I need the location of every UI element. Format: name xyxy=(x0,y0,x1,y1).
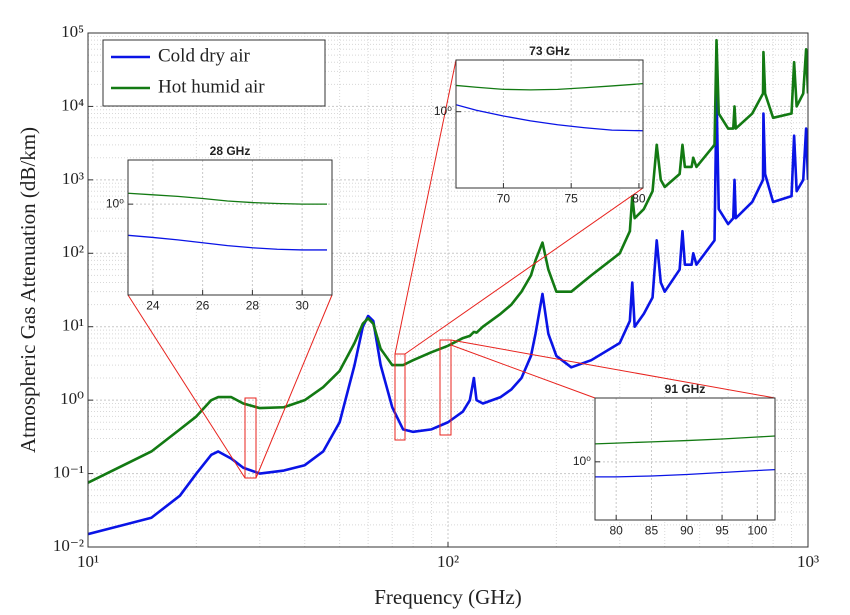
y-tick-label: 10³ xyxy=(62,169,84,188)
data-line xyxy=(88,92,808,536)
y-tick-label: 10⁵ xyxy=(61,22,84,41)
y-tick-label: 10⁻¹ xyxy=(53,462,84,481)
y-tick-label: 10⁰ xyxy=(60,389,84,408)
plot-area xyxy=(595,398,775,520)
x-tick-label: 24 xyxy=(146,299,160,313)
inset: 80 85 90 95 100 10⁰ 91 GHz xyxy=(573,382,776,538)
x-tick-label: 95 xyxy=(715,524,729,538)
x-tick-label: 80 xyxy=(609,524,623,538)
inset-title: 73 GHz xyxy=(529,44,570,58)
data-line xyxy=(88,38,808,484)
x-tick-label: 10³ xyxy=(797,552,819,571)
inset-title: 91 GHz xyxy=(665,382,706,396)
zoom-annotations xyxy=(127,59,776,479)
x-tick-label: 75 xyxy=(565,192,579,206)
zoom-line xyxy=(127,294,246,479)
y-tick-label: 10² xyxy=(62,242,84,261)
legend-label: Cold dry air xyxy=(158,45,250,66)
y-axis-label: Atmospheric Gas Attenuation (dB/km) xyxy=(16,127,40,453)
plot-frame xyxy=(87,32,809,548)
y-tick-label: 10⁰ xyxy=(573,454,591,468)
x-tick-label: 100 xyxy=(747,524,767,538)
data-line xyxy=(456,104,643,132)
inset-title: 28 GHz xyxy=(210,144,251,158)
zoom-line xyxy=(450,339,776,399)
x-tick-label: 10² xyxy=(437,552,459,571)
zoom-box xyxy=(394,353,406,441)
x-tick-label: 85 xyxy=(645,524,659,538)
y-tick-label: 10¹ xyxy=(62,316,84,335)
x-tick-label: 30 xyxy=(295,299,309,313)
zoom-line xyxy=(394,59,457,355)
y-tick-label: 10⁻² xyxy=(53,536,84,555)
x-tick-label: 26 xyxy=(196,299,210,313)
zoom-box xyxy=(244,397,257,479)
inset: 70 75 80 10⁰ 73 GHz xyxy=(434,44,646,205)
data-line xyxy=(128,192,328,205)
data-line xyxy=(128,234,328,251)
zoom-line xyxy=(450,344,596,399)
y-tick-label: 10⁴ xyxy=(61,95,84,114)
zoom-line xyxy=(255,294,333,479)
x-tick-label: 10¹ xyxy=(77,552,99,571)
legend-box xyxy=(102,39,326,107)
inset: 24 26 28 30 10⁰ 28 GHz xyxy=(106,144,333,313)
plot-frame xyxy=(127,159,333,296)
data-line xyxy=(456,82,643,91)
zoom-box xyxy=(439,339,452,436)
legend-label: Hot humid air xyxy=(158,76,265,97)
x-tick-label: 80 xyxy=(632,192,646,206)
main-plot: 10¹ 10² 10³ 10⁻² 10⁻¹ 10⁰ 10¹ 10² 10³ 10⁴ 10⁵ Frequ… xyxy=(16,22,819,609)
y-tick-label: 10⁰ xyxy=(434,104,452,118)
x-tick-label: 70 xyxy=(497,192,511,206)
y-tick-label: 10⁰ xyxy=(106,196,124,210)
x-axis-label: Frequency (GHz) xyxy=(374,585,522,609)
data-line xyxy=(595,469,775,478)
data-line xyxy=(595,435,775,445)
plot-frame xyxy=(594,397,776,521)
zoom-line xyxy=(404,187,644,355)
plot-area xyxy=(128,160,332,295)
x-tick-label: 28 xyxy=(246,299,260,313)
plot-frame xyxy=(455,59,644,189)
x-tick-label: 90 xyxy=(680,524,694,538)
